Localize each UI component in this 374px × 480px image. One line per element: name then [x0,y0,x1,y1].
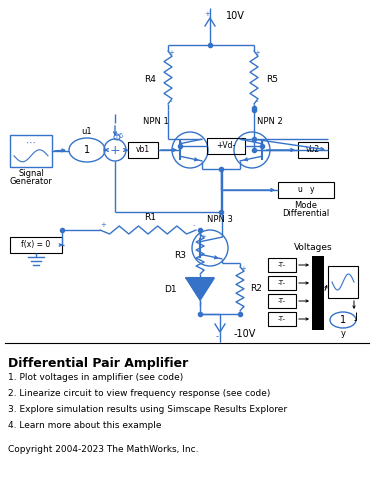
Text: u1: u1 [82,127,92,135]
Text: ⋯: ⋯ [26,138,36,148]
Bar [268,312,296,326]
Text: +: + [168,50,174,56]
Bar [268,258,296,272]
Text: R3: R3 [174,252,186,261]
Text: D1: D1 [164,285,177,293]
Text: +: + [100,222,106,228]
Polygon shape [186,278,214,300]
Text: Generator: Generator [10,178,52,187]
Text: -T-: -T- [278,316,286,322]
Text: 1: 1 [340,315,346,325]
Text: 4. Learn more about this example: 4. Learn more about this example [8,421,162,430]
Text: -: - [170,98,172,104]
Text: NPN 1: NPN 1 [143,118,169,127]
Text: 3. Explore simulation results using Simscape Results Explorer: 3. Explore simulation results using Sims… [8,405,287,414]
Text: vb2: vb2 [306,145,320,155]
Text: -10V: -10V [234,329,256,339]
Text: +: + [110,144,120,156]
Text: -: - [193,222,195,228]
Text: -T-: -T- [278,298,286,304]
Bar [278,182,334,198]
Text: Mode: Mode [294,201,318,209]
Text: Signal: Signal [18,169,44,179]
Text: Voltages: Voltages [294,243,332,252]
Bar [207,138,245,154]
Bar [10,135,52,167]
Text: vb1: vb1 [136,145,150,155]
Bar [312,256,324,330]
Text: +: + [204,11,210,17]
Bar [10,237,62,253]
Text: +: + [254,50,260,56]
Text: NPN 3: NPN 3 [207,216,233,225]
Text: -: - [242,304,244,310]
Text: +δ: +δ [113,133,123,139]
Text: R5: R5 [266,75,278,84]
Text: R1: R1 [144,214,156,223]
Text: 2. Linearize circuit to view frequency response (see code): 2. Linearize circuit to view frequency r… [8,389,270,398]
Text: f(x) = 0: f(x) = 0 [21,240,50,250]
Text: -: - [256,98,258,104]
Text: Copyright 2004-2023 The MathWorks, Inc.: Copyright 2004-2023 The MathWorks, Inc. [8,445,199,454]
Text: NPN 2: NPN 2 [257,118,283,127]
Text: -T-: -T- [278,280,286,286]
Bar [268,276,296,290]
Text: -: - [202,267,204,273]
Text: R2: R2 [250,284,262,293]
Bar [328,266,358,298]
Text: u   y: u y [298,185,314,194]
Text: R4: R4 [144,75,156,84]
Text: +Vd-: +Vd- [217,142,236,151]
Text: Differential: Differential [282,209,329,218]
Text: 1. Plot voltages in amplifier (see code): 1. Plot voltages in amplifier (see code) [8,373,183,382]
Text: +: + [200,234,206,240]
Text: y: y [340,329,346,338]
Text: -: - [215,333,218,341]
Bar [128,142,158,158]
Text: -T-: -T- [278,262,286,268]
Text: +: + [240,266,246,272]
Text: 1: 1 [84,145,90,155]
Text: 10V: 10V [226,11,245,21]
Bar [268,294,296,308]
Text: Differential Pair Amplifier: Differential Pair Amplifier [8,357,188,370]
Bar [298,142,328,158]
